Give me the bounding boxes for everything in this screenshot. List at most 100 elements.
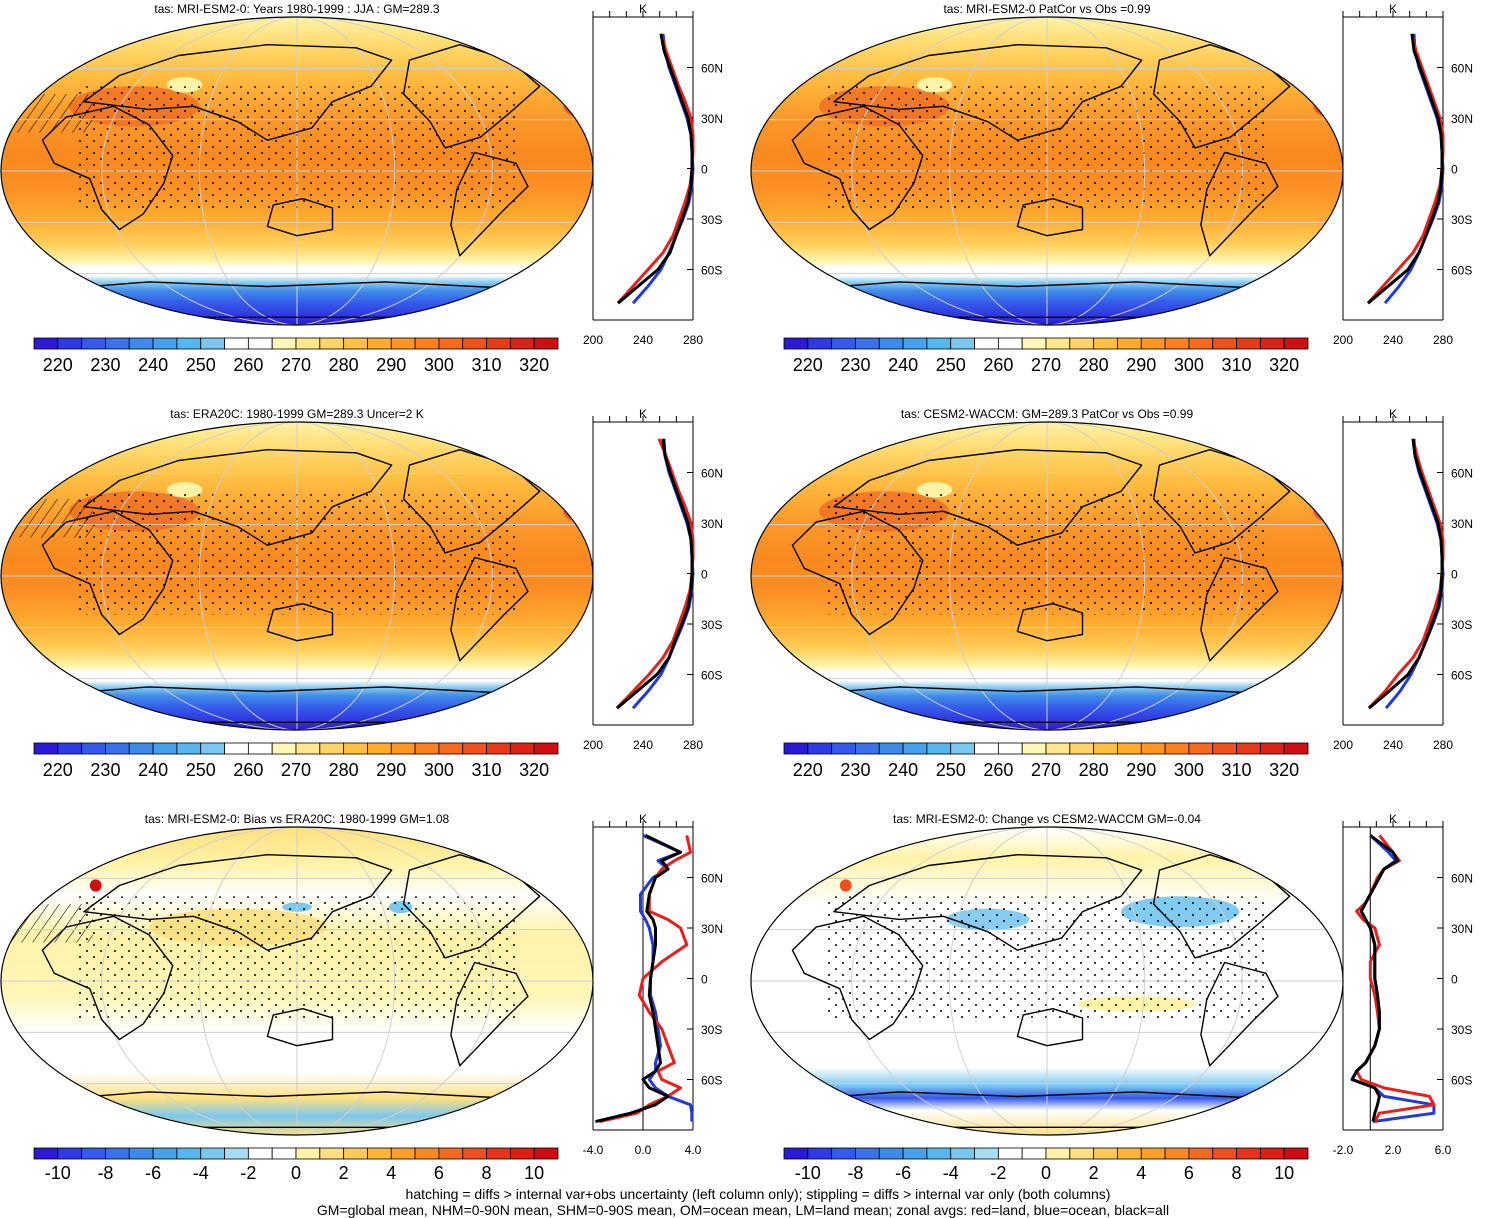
colorbar-swatch [200, 1147, 225, 1160]
colorbar-swatch [128, 1147, 154, 1160]
colorbar-swatch [486, 1147, 511, 1160]
colorbar-tick-label: 220 [793, 355, 823, 375]
colorbar-swatch [390, 337, 416, 350]
colorbar-swatch [878, 337, 904, 350]
profile-lat-label: 30N [701, 112, 723, 126]
colorbar-swatch [1283, 1147, 1309, 1160]
colorbar-swatch [1259, 742, 1285, 755]
map-panel-1: tas: MRI-ESM2-0: Years 1980-1999 : JJA :… [0, 2, 594, 326]
colorbar-swatch [902, 1147, 928, 1160]
colorbar-tick-label: 220 [43, 760, 73, 780]
profile-lat-label: 60S [701, 1074, 722, 1088]
colorbar-swatch [855, 1147, 880, 1160]
colorbar-swatch [57, 742, 83, 755]
profile-x-tick-label: 200 [1333, 738, 1353, 752]
colorbar-tick-label: 290 [376, 355, 406, 375]
colorbar-swatch [486, 742, 511, 755]
africa-outline [41, 915, 174, 1041]
colorbar-swatch [247, 742, 273, 755]
colorbar-tick-label: -8 [847, 1163, 863, 1183]
profile-lat-label: 30S [701, 213, 722, 227]
colorbar-swatch [926, 742, 952, 755]
greenland-ice [1200, 432, 1261, 449]
colorbar-tick-label: 4 [1136, 1163, 1146, 1183]
south-america-outline [1200, 151, 1279, 257]
colorbar-swatch [271, 742, 297, 755]
colorbar-tick-label: 300 [1174, 355, 1204, 375]
colorbar-swatch [1045, 1147, 1071, 1160]
colorbar-swatch [950, 337, 975, 350]
colorbar-swatch [902, 337, 928, 350]
colorbar-swatch [128, 742, 154, 755]
profile-lat-label: 60N [1451, 872, 1473, 886]
colorbar-swatch [1021, 742, 1047, 755]
colorbar-tick-label: 310 [1222, 355, 1252, 375]
colorbar-tick-label: 2 [339, 1163, 349, 1183]
colorbar-swatch [438, 337, 464, 350]
graticule-lon [1046, 827, 1146, 1135]
colorbar-tick-label: -4 [193, 1163, 209, 1183]
zonal-mean-land-line [1367, 438, 1445, 710]
colorbar-tick-label: 250 [936, 760, 966, 780]
graticule-lon [948, 422, 1048, 730]
colorbar-swatch [783, 1147, 809, 1160]
footer-hatching-note: hatching = diffs > internal var+obs unce… [406, 1186, 1111, 1202]
graticule-lon [296, 422, 493, 730]
zonal-mean-land-line [616, 33, 695, 305]
colorbar-swatch [1283, 337, 1309, 350]
zonal-profile: K -4.0 0.0 4.0 60N 30N 0 30S 60S [583, 812, 723, 1157]
hatching [3, 904, 93, 943]
colorbar-swatch [105, 742, 130, 755]
profile-lat-label: 30S [701, 1023, 722, 1037]
colorbar: 220 230 240 250 260 270 280 290 300 310 320 [33, 742, 559, 780]
colorbar-tick-label: 320 [519, 760, 549, 780]
graticule-lon [101, 827, 298, 1135]
colorbar-tick-label: -6 [895, 1163, 911, 1183]
map-field [1, 17, 593, 325]
map-panel-5: tas: MRI-ESM2-0: Bias vs ERA20C: 1980-19… [0, 812, 594, 1136]
colorbar-swatch [319, 742, 345, 755]
colorbar-swatch [319, 1147, 345, 1160]
profile-lat-label: 60S [1451, 1074, 1472, 1088]
africa-outline [41, 105, 174, 231]
colorbar-tick-label: 240 [138, 760, 168, 780]
colorbar-swatch [200, 742, 225, 755]
colorbar-swatch [81, 337, 106, 350]
greenland-ice [450, 432, 511, 449]
colorbar-tick-label: 230 [840, 355, 870, 375]
colorbar-swatch [997, 1147, 1023, 1160]
colorbar-tick-label: 270 [281, 760, 311, 780]
colorbar-tick-label: 6 [1184, 1163, 1194, 1183]
graticule-lon [851, 827, 1048, 1135]
profile-lat-label: 30N [1451, 922, 1473, 936]
colorbar: -10 -8 -6 -4 -2 0 2 4 6 8 10 [33, 1147, 559, 1183]
profile-lat-label: 30N [1451, 517, 1473, 531]
colorbar-swatch [224, 337, 249, 350]
map-field [751, 827, 1343, 1135]
colorbar-swatch [319, 337, 345, 350]
graticule-lon [101, 422, 298, 730]
profile-axis-label: K [639, 2, 647, 16]
colorbar-tick-label: 250 [186, 355, 216, 375]
colorbar-swatch [1188, 742, 1214, 755]
south-america-outline [450, 961, 529, 1067]
profile-lat-label: 0 [701, 568, 708, 582]
colorbar-tick-label: 8 [482, 1163, 492, 1183]
hot-spot-east [563, 499, 593, 524]
africa-outline [41, 510, 174, 636]
zonal-mean-all-line [617, 33, 694, 305]
colorbar-swatch [926, 337, 952, 350]
profile-lat-label: 60N [1451, 62, 1473, 76]
colorbar-swatch [926, 1147, 952, 1160]
colorbar-swatch [462, 337, 487, 350]
south-america-outline [1200, 961, 1279, 1067]
colorbar-swatch [1164, 1147, 1190, 1160]
colorbar-swatch [807, 337, 833, 350]
colorbar-swatch [855, 337, 880, 350]
colorbar-tick-label: -2 [990, 1163, 1006, 1183]
colorbar-tick-label: 8 [1232, 1163, 1242, 1183]
profile-x-tick-label: 240 [1383, 333, 1403, 347]
profile-x-tick-label: 240 [1383, 738, 1403, 752]
colorbar-tick-label: 250 [186, 760, 216, 780]
south-america-outline [450, 556, 529, 662]
